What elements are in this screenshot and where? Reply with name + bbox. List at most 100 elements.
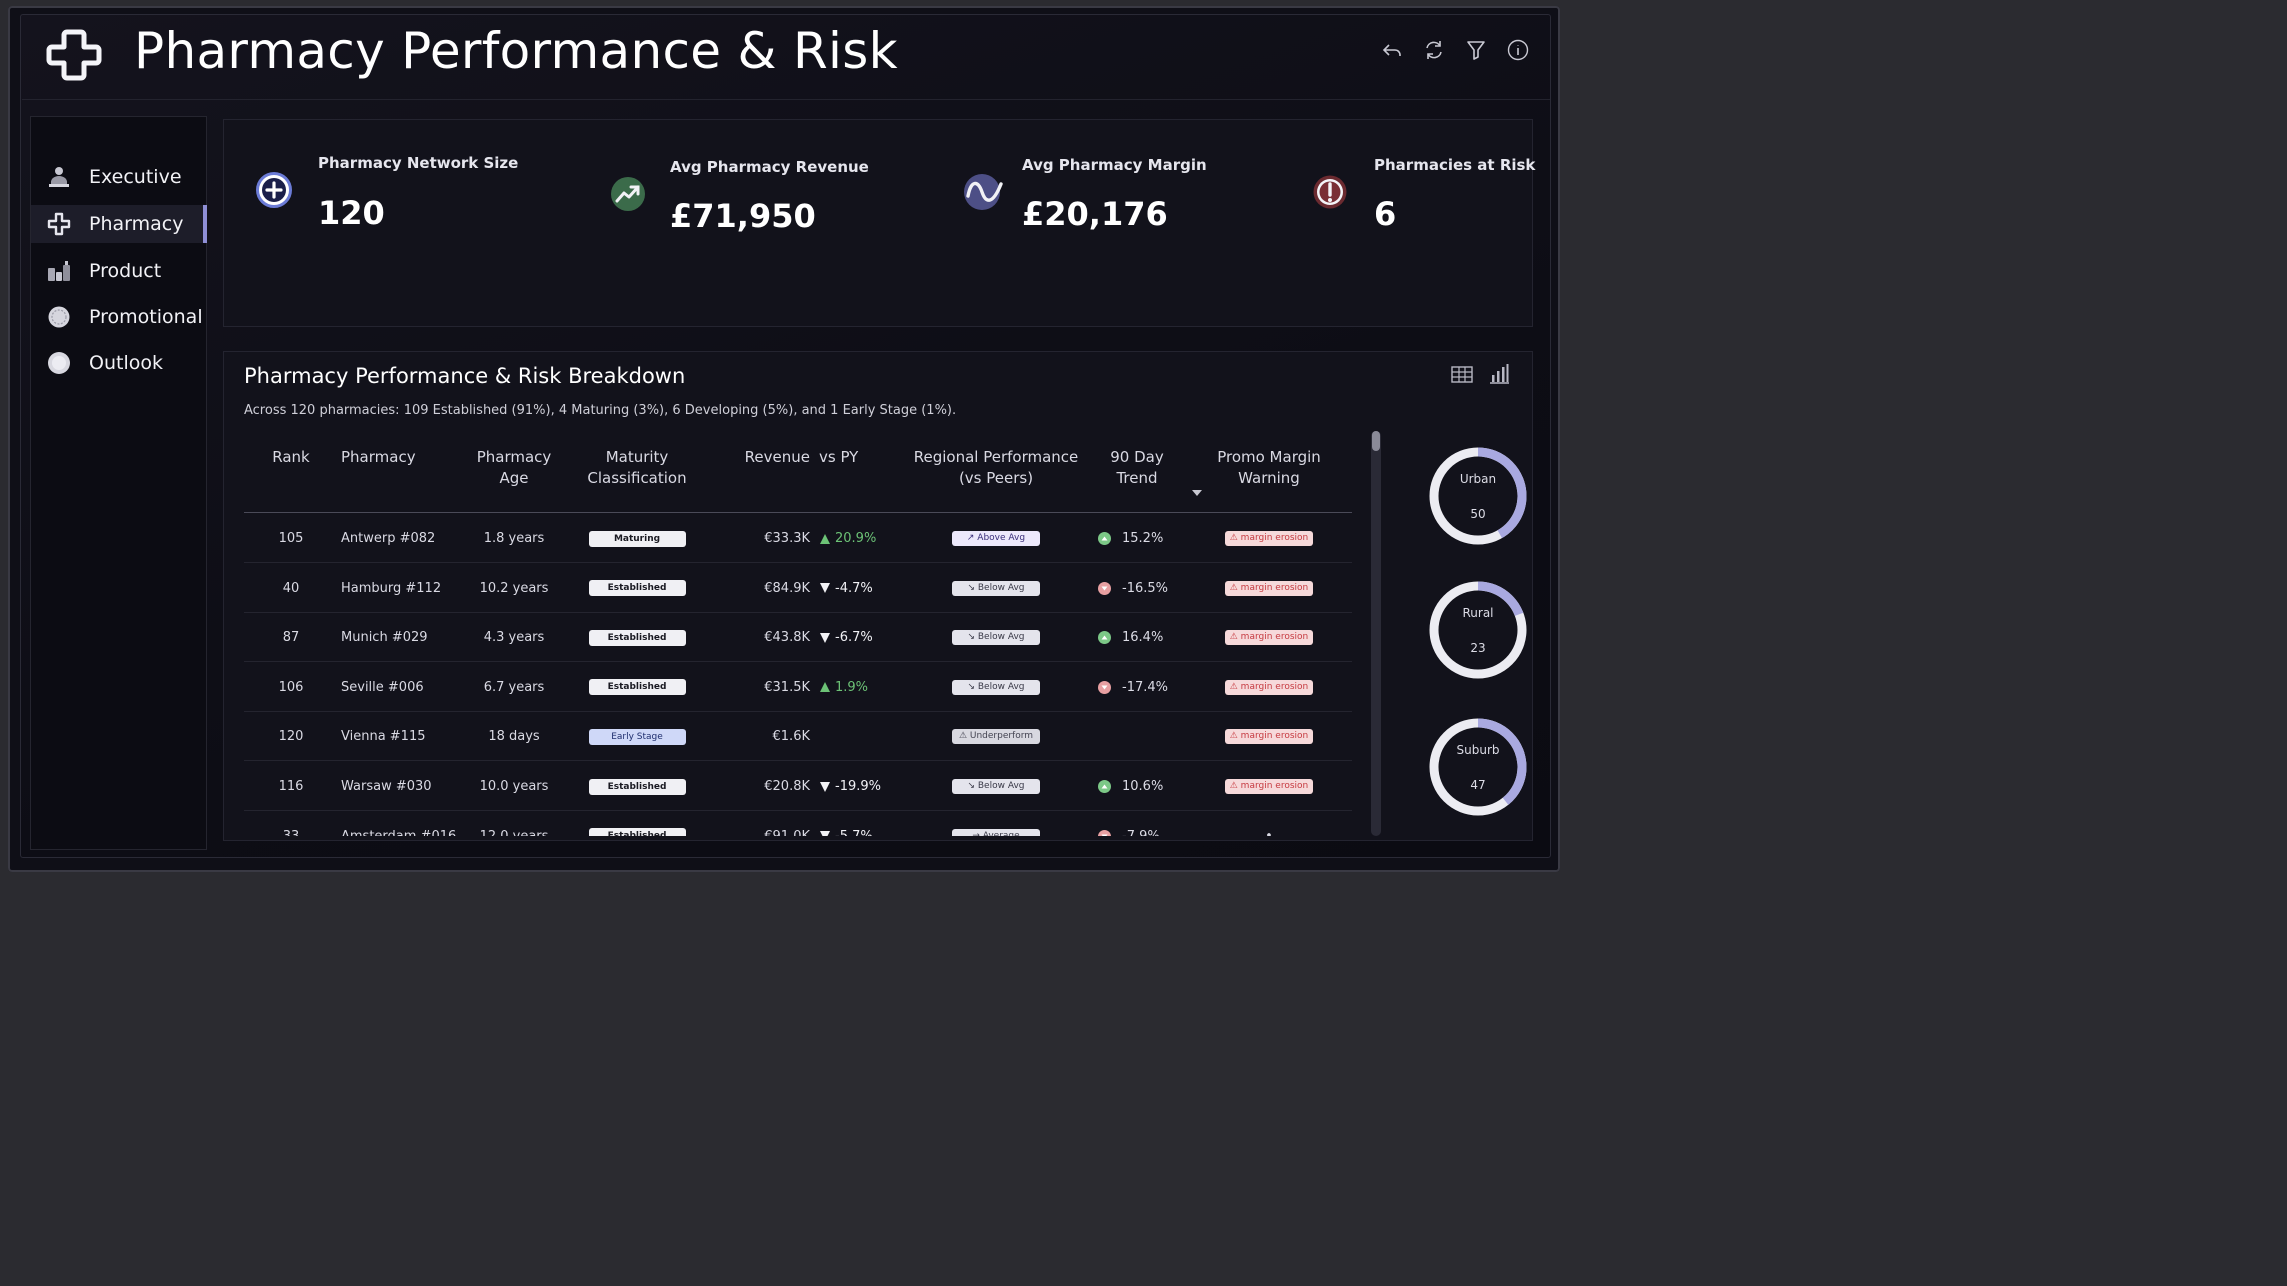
revenue-cell: €31.5K bbox=[764, 679, 810, 695]
triangle-down-icon bbox=[820, 781, 830, 792]
breakdown-title: Pharmacy Performance & Risk Breakdown bbox=[244, 364, 686, 388]
pharmacy-cell: Munich #029 bbox=[341, 630, 428, 646]
donut-segment-value: 47 bbox=[1470, 778, 1486, 792]
warning-dot: • bbox=[1265, 829, 1273, 836]
col-header-pharmacy[interactable]: Pharmacy bbox=[341, 448, 416, 466]
sidebar-item-product[interactable]: Product bbox=[31, 252, 207, 290]
sort-desc-icon[interactable] bbox=[1191, 489, 1203, 497]
rank-cell: 33 bbox=[264, 812, 318, 836]
filter-icon[interactable] bbox=[1464, 38, 1488, 62]
table-scrollbar[interactable] bbox=[1371, 431, 1381, 836]
trend-up-icon bbox=[1098, 532, 1111, 545]
table-row[interactable]: 106 Seville #006 6.7 years Established €31.5… bbox=[244, 663, 1352, 712]
product-icon bbox=[48, 261, 70, 281]
promo-warning-cell: • bbox=[1204, 812, 1334, 836]
margin-erosion-badge: ⚠ margin erosion bbox=[1225, 580, 1313, 596]
donut-urban[interactable]: Urban 50 bbox=[1426, 444, 1530, 548]
margin-erosion-badge: ⚠ margin erosion bbox=[1225, 729, 1313, 745]
table-row[interactable]: 116 Warsaw #030 10.0 years Established €20.8… bbox=[244, 762, 1352, 811]
kpi-label: Avg Pharmacy Margin bbox=[1022, 156, 1207, 174]
kpi-network-size: Pharmacy Network Size 120 bbox=[224, 120, 564, 320]
sidebar-item-label: Product bbox=[89, 260, 162, 282]
kpi-avg-revenue: Avg Pharmacy Revenue £71,950 bbox=[584, 120, 924, 320]
sidebar-item-pharmacy[interactable]: Pharmacy bbox=[31, 205, 207, 243]
col-header-regional[interactable]: Regional Performance (vs Peers) bbox=[913, 448, 1079, 487]
revenue-cell: €1.6K bbox=[772, 729, 810, 745]
col-header-age[interactable]: Pharmacy Age bbox=[476, 448, 552, 487]
sidebar-item-promotional[interactable]: Promotional bbox=[31, 298, 207, 336]
vs-py-cell: -6.7% bbox=[820, 613, 900, 662]
back-icon[interactable] bbox=[1380, 38, 1404, 62]
maturity-badge: Established bbox=[588, 580, 686, 597]
sidebar-item-executive[interactable]: Executive bbox=[31, 158, 207, 196]
table-view-icon[interactable] bbox=[1450, 362, 1474, 386]
table-row[interactable]: 87 Munich #029 4.3 years Established €43.8K -… bbox=[244, 613, 1352, 663]
rank-cell: 116 bbox=[278, 779, 304, 794]
maturity-cell: Established bbox=[577, 613, 697, 662]
kpi-label: Pharmacy Network Size bbox=[318, 154, 519, 172]
revenue-cell: €84.9K bbox=[764, 580, 810, 596]
pharmacy-cell: Antwerp #082 bbox=[341, 531, 436, 546]
age-cell: 4.3 years bbox=[483, 630, 545, 646]
age-cell: 12.0 years bbox=[466, 812, 562, 836]
donut-rural[interactable]: Rural 23 bbox=[1426, 578, 1530, 682]
maturity-cell: Established bbox=[577, 812, 697, 836]
regional-cell: ↘ Below Avg bbox=[911, 564, 1081, 613]
kpi-value: 120 bbox=[318, 194, 385, 232]
margin-erosion-badge: ⚠ margin erosion bbox=[1225, 679, 1313, 695]
col-header-revenue[interactable]: Revenue bbox=[744, 448, 810, 466]
promo-warning-cell: ⚠ margin erosion bbox=[1204, 613, 1334, 662]
table-row[interactable]: 40 Hamburg #112 10.2 years Established €84.9… bbox=[244, 564, 1352, 613]
regional-cell: ↘ Below Avg bbox=[911, 663, 1081, 712]
rank-cell: 87 bbox=[282, 630, 300, 646]
kpi-label: Avg Pharmacy Revenue bbox=[670, 158, 869, 176]
sidebar-item-outlook[interactable]: Outlook bbox=[31, 344, 207, 382]
col-header-rank[interactable]: Rank bbox=[272, 448, 310, 466]
table-row[interactable]: 105 Antwerp #082 1.8 years Maturing €33.3K 20… bbox=[244, 514, 1352, 563]
sidebar-item-label: Executive bbox=[89, 166, 182, 188]
donut-segment-label: Suburb bbox=[1456, 743, 1500, 757]
vs-py-cell: -4.7% bbox=[820, 564, 900, 613]
donut-arc bbox=[1429, 447, 1527, 545]
col-header-trend[interactable]: 90 Day Trend bbox=[1110, 448, 1164, 487]
chart-view-icon[interactable] bbox=[1487, 362, 1511, 386]
maturity-badge: Established bbox=[588, 778, 686, 795]
table-row[interactable]: 33 Amsterdam #01612.0 years Established €91… bbox=[244, 812, 1352, 836]
promo-warning-cell: ⚠ margin erosion bbox=[1204, 762, 1334, 811]
wave-icon bbox=[964, 174, 1003, 210]
trend-up-icon bbox=[611, 177, 645, 211]
kpi-value: £20,176 bbox=[1022, 195, 1168, 233]
alert-icon bbox=[1313, 175, 1347, 209]
scrollbar-thumb[interactable] bbox=[1372, 431, 1380, 451]
donut-arc bbox=[1429, 581, 1527, 679]
promo-warning-cell: ⚠ margin erosion bbox=[1204, 564, 1334, 613]
trend-down-icon bbox=[1098, 680, 1111, 694]
table-row[interactable]: 120 Vienna #115 18 days Early Stage €1.6K ⚠ U… bbox=[244, 712, 1352, 762]
donut-suburb[interactable]: Suburb 47 bbox=[1426, 715, 1530, 819]
col-header-maturity[interactable]: Maturity Classification bbox=[587, 448, 687, 487]
triangle-down-icon bbox=[820, 583, 830, 594]
breakdown-subtitle: Across 120 pharmacies: 109 Established (… bbox=[244, 403, 957, 418]
regional-badge: ↗ Above Avg bbox=[952, 531, 1040, 546]
col-header-vs-py[interactable]: vs PY bbox=[819, 448, 859, 466]
rank-cell: 40 bbox=[282, 580, 300, 596]
outlook-icon bbox=[48, 352, 70, 374]
rank-cell: 105 bbox=[278, 531, 304, 546]
margin-erosion-badge: ⚠ margin erosion bbox=[1225, 779, 1313, 794]
revenue-cell: €91.0K bbox=[734, 812, 810, 836]
col-header-promo[interactable]: Promo Margin Warning bbox=[1217, 448, 1321, 487]
info-icon[interactable] bbox=[1506, 38, 1530, 62]
maturity-badge: Early Stage bbox=[588, 728, 686, 745]
maturity-badge: Maturing bbox=[588, 530, 686, 547]
trend-cell: -16.5% bbox=[1098, 564, 1188, 613]
promo-warning-cell: ⚠ margin erosion bbox=[1204, 663, 1334, 712]
regional-cell: ↘ Below Avg bbox=[911, 613, 1081, 662]
refresh-icon[interactable] bbox=[1422, 38, 1446, 62]
triangle-down-icon bbox=[820, 632, 830, 643]
sidebar-item-label: Pharmacy bbox=[89, 213, 184, 235]
promo-warning-cell: ⚠ margin erosion bbox=[1204, 514, 1334, 563]
triangle-up-icon bbox=[820, 682, 830, 693]
trend-cell: 16.4% bbox=[1098, 613, 1188, 662]
sidebar-item-label: Outlook bbox=[89, 352, 163, 374]
regional-cell: → Average bbox=[911, 812, 1081, 836]
